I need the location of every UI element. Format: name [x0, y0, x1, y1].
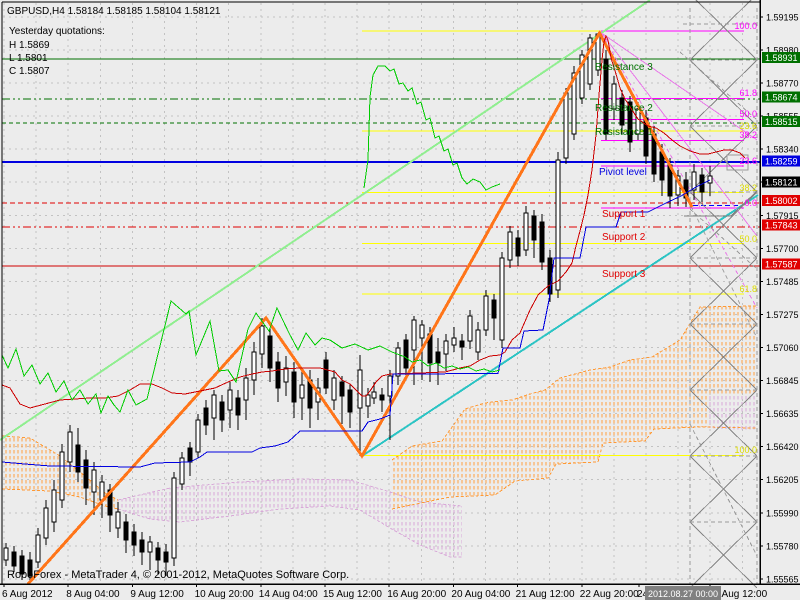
svg-text:Yesterday quotations:: Yesterday quotations: — [9, 26, 105, 37]
svg-text:1.57700: 1.57700 — [766, 244, 799, 254]
svg-text:C 1.5807: C 1.5807 — [9, 66, 50, 77]
svg-text:1.56205: 1.56205 — [766, 475, 799, 485]
svg-text:1.55780: 1.55780 — [766, 541, 799, 551]
svg-text:1.58259: 1.58259 — [765, 157, 798, 167]
svg-text:15 Aug 12:00: 15 Aug 12:00 — [323, 589, 382, 600]
svg-text:GBPUSD,H4 1.58184 1.58185 1.5: GBPUSD,H4 1.58184 1.58185 1.58104 1.5812… — [7, 6, 221, 17]
svg-text:1.57485: 1.57485 — [766, 277, 799, 287]
svg-text:Support 1: Support 1 — [602, 209, 646, 220]
svg-text:Resistance 3: Resistance 3 — [595, 62, 653, 73]
svg-text:RoboForex - MetaTrader 4, © 20: RoboForex - MetaTrader 4, © 2001-2012, M… — [7, 569, 349, 581]
svg-text:61.8: 61.8 — [739, 284, 757, 294]
svg-text:10 Aug 20:00: 10 Aug 20:00 — [195, 589, 254, 600]
svg-text:1.58340: 1.58340 — [766, 145, 799, 155]
svg-text:8 Aug 04:00: 8 Aug 04:00 — [66, 589, 120, 600]
svg-text:23.6: 23.6 — [739, 121, 757, 131]
svg-text:28 Aug 12:00: 28 Aug 12:00 — [708, 589, 767, 600]
svg-text:1.58121: 1.58121 — [765, 178, 798, 188]
svg-text:1.56635: 1.56635 — [766, 409, 799, 419]
svg-text:6 Aug 2012: 6 Aug 2012 — [2, 589, 53, 600]
svg-text:1.58980: 1.58980 — [766, 46, 799, 56]
svg-text:61.8: 61.8 — [739, 88, 757, 98]
svg-text:Resistance 2: Resistance 2 — [595, 103, 653, 114]
svg-text:2012.08.27 00:00: 2012.08.27 00:00 — [648, 589, 718, 599]
svg-text:1.59195: 1.59195 — [766, 13, 799, 23]
svg-text:38.2: 38.2 — [739, 130, 757, 140]
svg-text:100.0: 100.0 — [734, 445, 757, 455]
svg-text:1.57275: 1.57275 — [766, 310, 799, 320]
svg-text:100.0: 100.0 — [734, 21, 757, 31]
svg-text:1.58770: 1.58770 — [766, 79, 799, 89]
svg-text:16 Aug 20:00: 16 Aug 20:00 — [387, 589, 446, 600]
svg-text:1.55565: 1.55565 — [766, 574, 799, 584]
svg-text:22 Aug 20:00: 22 Aug 20:00 — [580, 589, 639, 600]
svg-text:0.0: 0.0 — [744, 198, 757, 208]
svg-text:1.57915: 1.57915 — [766, 211, 799, 221]
svg-text:14 Aug 04:00: 14 Aug 04:00 — [259, 589, 318, 600]
svg-text:1.57587: 1.57587 — [765, 260, 798, 270]
svg-text:1.56420: 1.56420 — [766, 442, 799, 452]
svg-text:1.58674: 1.58674 — [765, 93, 798, 103]
svg-text:50.0: 50.0 — [739, 109, 757, 119]
svg-text:38.2: 38.2 — [739, 183, 757, 193]
svg-text:1.56845: 1.56845 — [766, 376, 799, 386]
svg-text:L 1.5801: L 1.5801 — [9, 53, 48, 64]
svg-text:H 1.5869: H 1.5869 — [9, 40, 50, 51]
svg-text:21 Aug 12:00: 21 Aug 12:00 — [516, 589, 575, 600]
svg-text:Resistance 1: Resistance 1 — [595, 127, 653, 138]
svg-text:Piviot level: Piviot level — [599, 167, 647, 178]
svg-text:9 Aug 12:00: 9 Aug 12:00 — [130, 589, 184, 600]
svg-text:1.57843: 1.57843 — [765, 220, 798, 230]
svg-text:1.58515: 1.58515 — [765, 117, 798, 127]
svg-text:1.58002: 1.58002 — [765, 196, 798, 206]
svg-text:1.55990: 1.55990 — [766, 508, 799, 518]
svg-text:50.0: 50.0 — [739, 234, 757, 244]
svg-text:1.57060: 1.57060 — [766, 343, 799, 353]
svg-text:Support 3: Support 3 — [602, 269, 646, 280]
svg-text:23.6: 23.6 — [739, 156, 757, 166]
svg-text:1.58931: 1.58931 — [765, 53, 798, 63]
svg-text:Support 2: Support 2 — [602, 232, 646, 243]
svg-text:20 Aug 04:00: 20 Aug 04:00 — [451, 589, 510, 600]
